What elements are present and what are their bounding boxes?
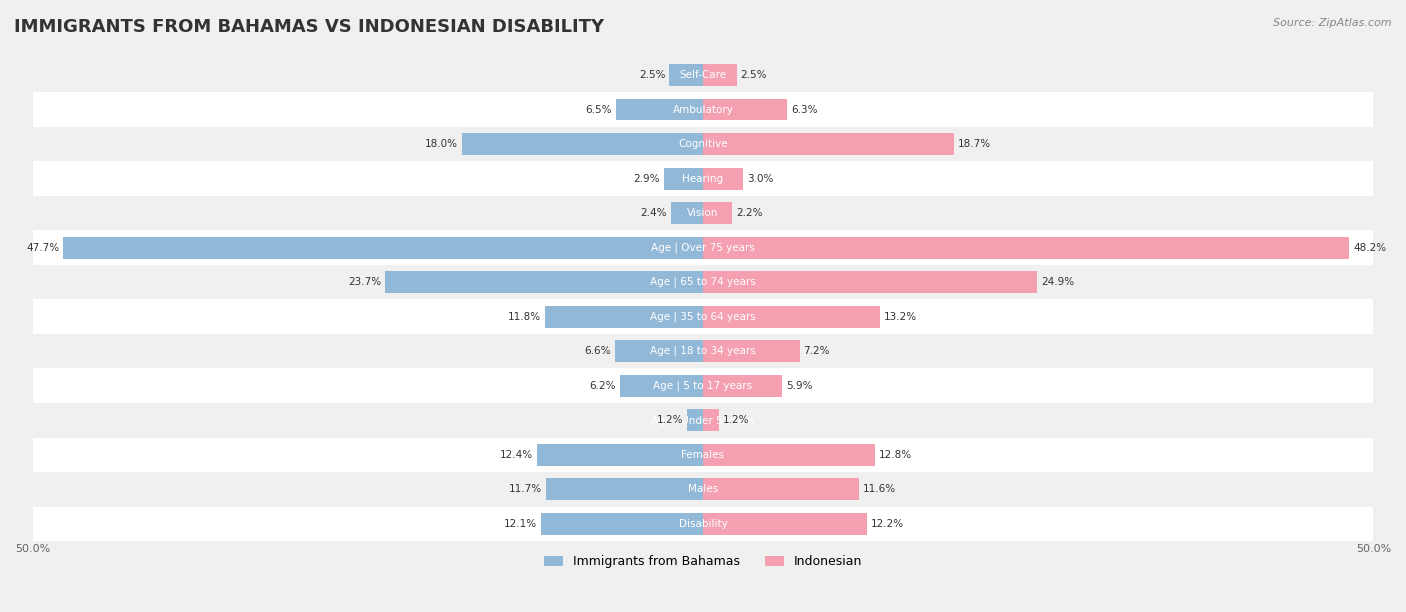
Bar: [703, 340, 800, 362]
Text: Cognitive: Cognitive: [678, 139, 728, 149]
Text: 1.2%: 1.2%: [723, 416, 749, 425]
Bar: [703, 237, 1350, 258]
Bar: [32, 265, 1374, 299]
Text: 12.4%: 12.4%: [499, 450, 533, 460]
Bar: [703, 99, 787, 121]
Text: 13.2%: 13.2%: [884, 312, 917, 322]
Text: 12.2%: 12.2%: [870, 519, 904, 529]
Legend: Immigrants from Bahamas, Indonesian: Immigrants from Bahamas, Indonesian: [538, 550, 868, 573]
Text: 12.8%: 12.8%: [879, 450, 911, 460]
Text: 24.9%: 24.9%: [1040, 277, 1074, 287]
Text: 2.2%: 2.2%: [737, 208, 763, 218]
Bar: [461, 133, 703, 155]
Bar: [620, 375, 703, 397]
Bar: [546, 479, 703, 500]
Text: Age | 65 to 74 years: Age | 65 to 74 years: [650, 277, 756, 288]
Text: Self-Care: Self-Care: [679, 70, 727, 80]
Bar: [671, 203, 703, 224]
Text: 6.2%: 6.2%: [589, 381, 616, 390]
Text: 6.3%: 6.3%: [792, 105, 818, 114]
Text: 11.6%: 11.6%: [862, 484, 896, 494]
Bar: [703, 271, 1036, 293]
Bar: [703, 513, 866, 535]
Bar: [703, 375, 782, 397]
Bar: [541, 513, 703, 535]
Bar: [32, 438, 1374, 472]
Bar: [703, 444, 875, 466]
Text: Age | Over 75 years: Age | Over 75 years: [651, 242, 755, 253]
Bar: [703, 203, 733, 224]
Text: Males: Males: [688, 484, 718, 494]
Bar: [32, 127, 1374, 162]
Text: 7.2%: 7.2%: [804, 346, 830, 356]
Bar: [703, 168, 744, 190]
Bar: [703, 409, 718, 431]
Text: Ambulatory: Ambulatory: [672, 105, 734, 114]
Bar: [385, 271, 703, 293]
Bar: [32, 231, 1374, 265]
Bar: [32, 299, 1374, 334]
Bar: [32, 58, 1374, 92]
Bar: [32, 368, 1374, 403]
Bar: [614, 340, 703, 362]
Bar: [544, 306, 703, 327]
Text: 11.8%: 11.8%: [508, 312, 541, 322]
Text: Disability: Disability: [679, 519, 727, 529]
Text: Females: Females: [682, 450, 724, 460]
Bar: [616, 99, 703, 121]
Text: 6.5%: 6.5%: [585, 105, 612, 114]
Bar: [32, 507, 1374, 541]
Text: 48.2%: 48.2%: [1353, 243, 1386, 253]
Text: Age | 35 to 64 years: Age | 35 to 64 years: [650, 312, 756, 322]
Text: 2.9%: 2.9%: [634, 174, 659, 184]
Bar: [703, 133, 953, 155]
Text: 2.4%: 2.4%: [640, 208, 666, 218]
Bar: [32, 92, 1374, 127]
Bar: [32, 334, 1374, 368]
Text: 6.6%: 6.6%: [583, 346, 610, 356]
Text: 1.2%: 1.2%: [657, 416, 683, 425]
Bar: [703, 64, 737, 86]
Text: Age | Under 5 years: Age | Under 5 years: [651, 415, 755, 425]
Bar: [32, 196, 1374, 231]
Text: 2.5%: 2.5%: [638, 70, 665, 80]
Bar: [32, 472, 1374, 507]
Text: 2.5%: 2.5%: [741, 70, 768, 80]
Text: Source: ZipAtlas.com: Source: ZipAtlas.com: [1274, 18, 1392, 28]
Text: Age | 5 to 17 years: Age | 5 to 17 years: [654, 381, 752, 391]
Bar: [669, 64, 703, 86]
Text: 18.0%: 18.0%: [425, 139, 457, 149]
Text: 5.9%: 5.9%: [786, 381, 813, 390]
Text: 23.7%: 23.7%: [349, 277, 381, 287]
Bar: [537, 444, 703, 466]
Text: Vision: Vision: [688, 208, 718, 218]
Text: 3.0%: 3.0%: [747, 174, 773, 184]
Text: IMMIGRANTS FROM BAHAMAS VS INDONESIAN DISABILITY: IMMIGRANTS FROM BAHAMAS VS INDONESIAN DI…: [14, 18, 605, 36]
Text: Hearing: Hearing: [682, 174, 724, 184]
Text: 12.1%: 12.1%: [503, 519, 537, 529]
Bar: [63, 237, 703, 258]
Bar: [688, 409, 703, 431]
Bar: [32, 403, 1374, 438]
Text: Age | 18 to 34 years: Age | 18 to 34 years: [650, 346, 756, 356]
Text: 47.7%: 47.7%: [27, 243, 59, 253]
Bar: [32, 162, 1374, 196]
Bar: [703, 479, 859, 500]
Text: 11.7%: 11.7%: [509, 484, 543, 494]
Bar: [664, 168, 703, 190]
Text: 18.7%: 18.7%: [957, 139, 991, 149]
Bar: [703, 306, 880, 327]
